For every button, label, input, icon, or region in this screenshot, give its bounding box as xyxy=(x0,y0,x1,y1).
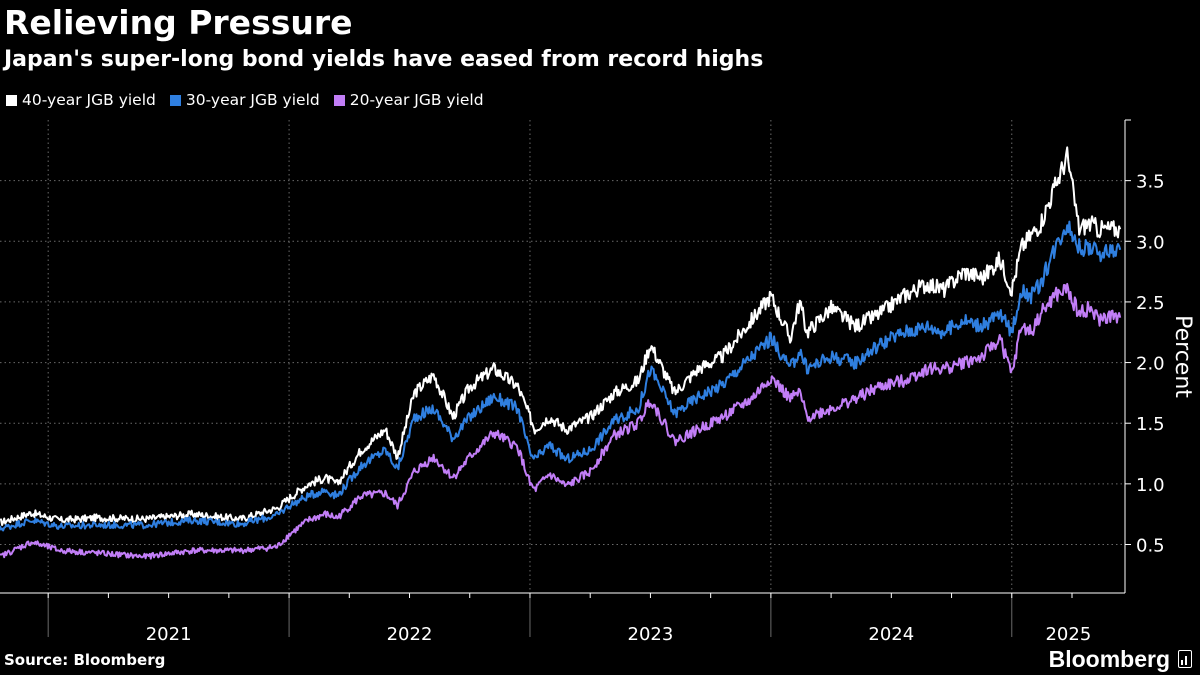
x-tick-label: 2022 xyxy=(387,624,433,645)
series-line-20y xyxy=(0,282,1122,560)
chart-subtitle: Japan's super-long bond yields have ease… xyxy=(4,47,764,72)
series-line-30y xyxy=(0,220,1122,532)
y-tick-label: 2.0 xyxy=(1136,354,1165,375)
source-note: Source: Bloomberg xyxy=(4,651,166,669)
legend-item-40y: 40-year JGB yield xyxy=(6,91,156,109)
axis-layer: 0.5 1.0 1.5 2.0 2.5 3.0 3.5 2021 2022 2023 2024 202… xyxy=(0,119,1195,645)
legend-item-20y: 20-year JGB yield xyxy=(333,91,484,109)
legend-swatch-40y xyxy=(6,94,17,106)
y-axis-label: Percent xyxy=(1170,315,1195,398)
y-tick-label: 1.0 xyxy=(1136,475,1165,496)
legend-label-20y: 20-year JGB yield xyxy=(349,91,484,109)
chart-title: Relieving Pressure xyxy=(4,3,353,42)
series-layer xyxy=(0,146,1122,560)
yield-line-chart: 0.5 1.0 1.5 2.0 2.5 3.0 3.5 2021 2022 2023 2024 202… xyxy=(0,119,1195,645)
x-tick-label: 2023 xyxy=(628,624,674,645)
y-tick-label: 1.5 xyxy=(1136,414,1165,435)
x-tick-label: 2025 xyxy=(1045,624,1091,645)
chart-legend: 40-year JGB yield 30-year JGB yield 20-y… xyxy=(6,89,498,111)
y-tick-label: 3.0 xyxy=(1136,232,1165,253)
bloomberg-logo: Bloomberg xyxy=(1049,645,1192,673)
legend-swatch-20y xyxy=(333,94,345,106)
x-tick-label: 2024 xyxy=(868,624,914,645)
y-tick-label: 3.5 xyxy=(1136,172,1165,193)
brand-wordmark: Bloomberg xyxy=(1048,645,1170,672)
legend-label-40y: 40-year JGB yield xyxy=(22,91,156,109)
y-tick-label: 0.5 xyxy=(1136,535,1165,556)
y-tick-label: 2.5 xyxy=(1136,293,1165,314)
x-tick-label: 2021 xyxy=(146,624,192,645)
chart-badge-icon xyxy=(1178,650,1192,668)
series-line-40y xyxy=(0,146,1122,526)
legend-item-30y: 30-year JGB yield xyxy=(169,91,320,109)
legend-swatch-30y xyxy=(169,94,181,106)
legend-label-30y: 30-year JGB yield xyxy=(185,91,320,109)
